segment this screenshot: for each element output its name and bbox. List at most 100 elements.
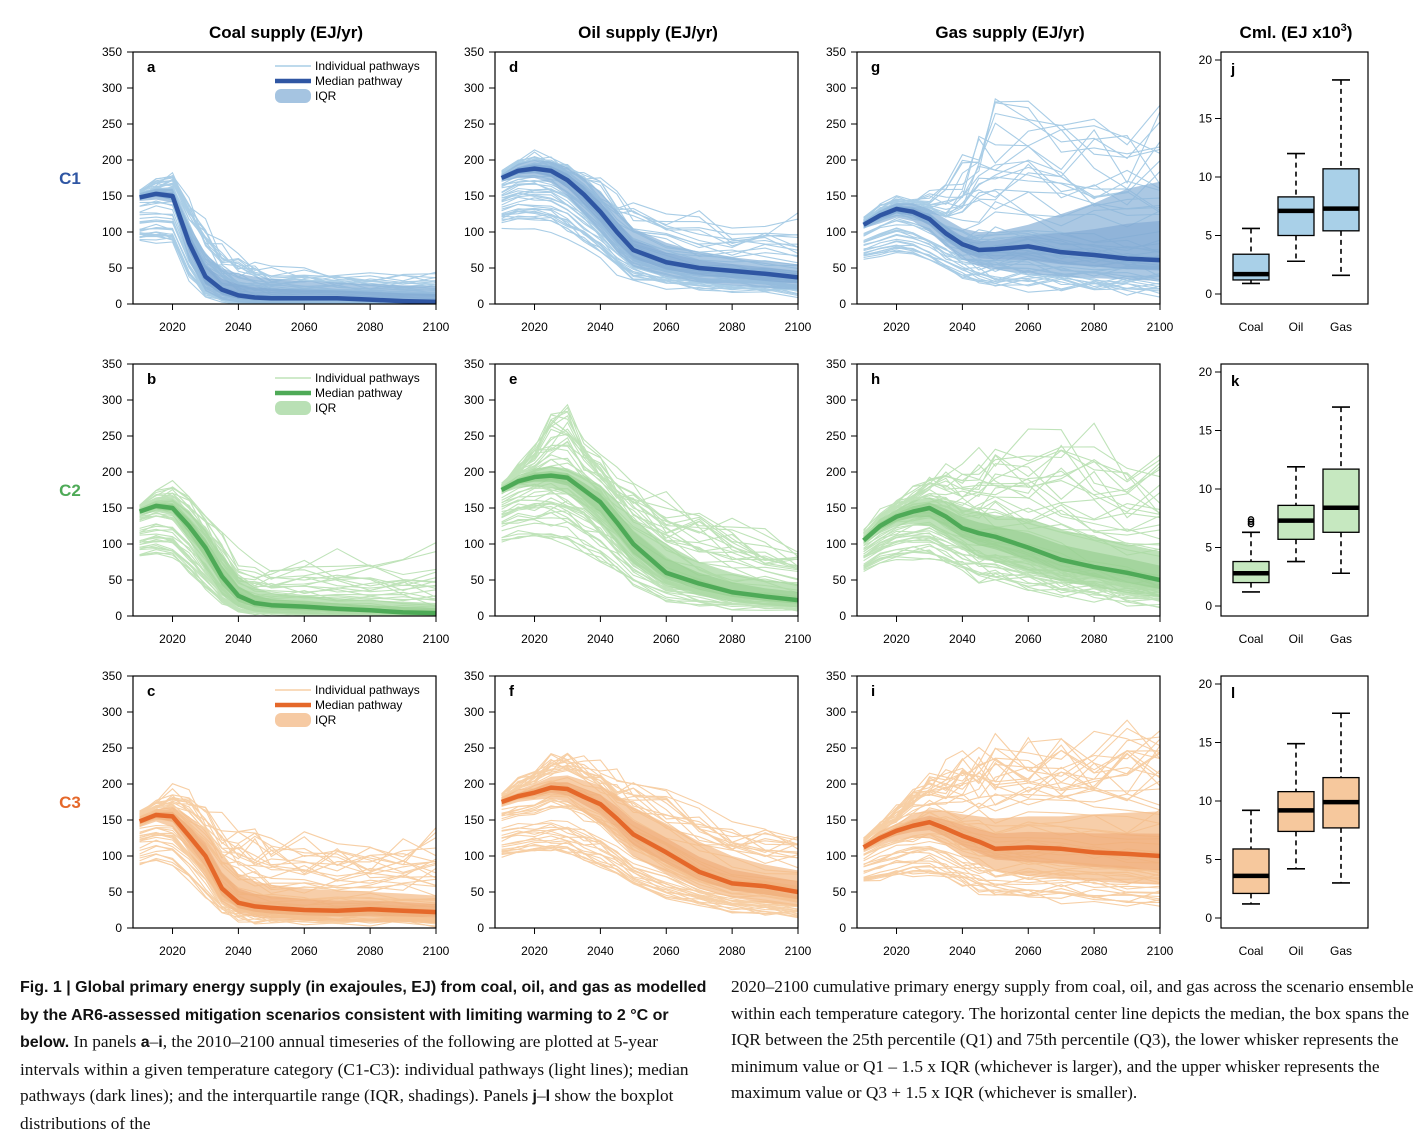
y-tick-label: 0 [1205, 287, 1212, 301]
x-tick-label: 2040 [225, 320, 252, 334]
y-tick-label: 200 [464, 465, 484, 479]
individual-pathway-line [863, 246, 1160, 295]
plot-area-i [862, 719, 1160, 907]
y-tick-label: 200 [102, 777, 122, 791]
individual-pathway-line [139, 859, 436, 927]
y-tick-label: 5 [1205, 541, 1212, 555]
x-tick-label: 2100 [785, 320, 812, 334]
median-pathway-line [500, 785, 798, 895]
panel-letter-a: a [147, 59, 156, 76]
y-tick-label: 250 [464, 117, 484, 131]
caption-ref-a: a [140, 1034, 150, 1051]
individual-pathway-line [501, 157, 798, 229]
individual-pathway-line [501, 752, 798, 850]
individual-pathway-line [501, 440, 798, 573]
panel-frame [856, 675, 1161, 929]
legend-median-label: Median pathway [315, 698, 402, 712]
iqr-inner-band [501, 782, 798, 900]
panel-letter-c: c [147, 683, 155, 700]
individual-pathway-line [863, 98, 1160, 223]
panel-l: 0 5 10 15 20 l Coal Oil Gas [1199, 675, 1369, 958]
x-tick-label: 2020 [883, 944, 910, 958]
y-tick-label: 15 [1199, 112, 1213, 126]
legend-individual-label: Individual pathways [315, 371, 420, 385]
row-label-c2: C2 [59, 481, 81, 500]
individual-pathway-line [501, 533, 798, 609]
individual-pathway-line [501, 766, 798, 846]
x-tick-label: 2100 [1147, 944, 1174, 958]
individual-pathway-line [139, 788, 436, 866]
individual-pathway-line [863, 854, 1160, 889]
y-tick-label: 100 [826, 849, 846, 863]
x-tick-label: 2100 [423, 944, 450, 958]
legend-iqr-swatch [275, 401, 311, 415]
box-outlier [1247, 518, 1255, 526]
y-tick-label: 100 [102, 537, 122, 551]
x-tick-label: 2060 [1015, 632, 1042, 646]
individual-pathway-line [139, 479, 436, 573]
individual-pathway-line [501, 156, 798, 248]
y-tick-label: 0 [115, 921, 122, 935]
box-category-label: Coal [1239, 632, 1264, 646]
y-tick-label: 200 [102, 465, 122, 479]
x-tick-label: 2080 [357, 944, 384, 958]
plot-area-a [139, 171, 436, 304]
x-tick-label: 2020 [159, 944, 186, 958]
individual-pathway-line [863, 244, 1160, 292]
individual-pathway-line [139, 801, 436, 879]
y-tick-label: 250 [464, 741, 484, 755]
individual-pathway-line [501, 227, 798, 299]
y-tick-label: 350 [102, 669, 122, 683]
caption-ref-i: i [158, 1034, 163, 1051]
x-tick-label: 2020 [883, 320, 910, 334]
x-tick-label: 2060 [291, 632, 318, 646]
panel-frame [1220, 675, 1369, 929]
panel-frame [1220, 51, 1369, 305]
x-tick-label: 2020 [159, 320, 186, 334]
panel-frame [494, 675, 799, 929]
y-tick-label: 15 [1199, 736, 1213, 750]
panel-c: 0 50 100 150 200 250 300 350 2020 2040 2060 2080 210… [102, 669, 450, 958]
column-title-oil: Oil supply (EJ/yr) [578, 23, 718, 42]
y-tick-label: 250 [826, 117, 846, 131]
legend-individual-label: Individual pathways [315, 59, 420, 73]
individual-pathway-line [863, 449, 1160, 535]
x-tick-label: 2100 [423, 632, 450, 646]
box-category-label: Coal [1239, 944, 1264, 958]
panel-g: 0 50 100 150 200 250 300 350 2020 2040 2060 2080 210… [826, 45, 1174, 334]
median-pathway-line [500, 473, 798, 603]
individual-pathway-line [501, 830, 798, 907]
y-tick-label: 300 [464, 705, 484, 719]
x-tick-label: 2060 [291, 320, 318, 334]
box-iqr [1322, 168, 1360, 232]
x-tick-label: 2020 [521, 632, 548, 646]
median-pathway-line [862, 206, 1160, 263]
y-tick-label: 150 [826, 813, 846, 827]
y-tick-label: 300 [102, 81, 122, 95]
y-tick-label: 150 [464, 189, 484, 203]
panel-i: 0 50 100 150 200 250 300 350 2020 2040 2060 2080 210… [826, 669, 1174, 958]
caption-text-3: , the 2010–2100 annual timeseries of the… [20, 1032, 689, 1105]
y-tick-label: 350 [826, 669, 846, 683]
y-tick-label: 0 [839, 609, 846, 623]
panel-letter-k: k [1231, 373, 1240, 390]
box-category-label: Oil [1289, 632, 1304, 646]
y-tick-label: 100 [826, 225, 846, 239]
individual-pathway-line [139, 492, 436, 579]
individual-pathway-line [139, 783, 436, 862]
y-tick-label: 10 [1199, 482, 1213, 496]
median-pathway-line [862, 505, 1160, 583]
y-tick-label: 350 [102, 45, 122, 59]
row-label-c1: C1 [59, 169, 81, 188]
y-tick-label: 300 [826, 393, 846, 407]
y-tick-label: 0 [477, 921, 484, 935]
individual-pathway-line [501, 517, 798, 610]
panel-e: 0 50 100 150 200 250 300 350 2020 2040 2060 2080 210… [464, 357, 812, 646]
legend-individual-label: Individual pathways [315, 683, 420, 697]
individual-pathway-line [501, 530, 798, 612]
individual-pathway-line [863, 727, 1160, 839]
x-tick-label: 2080 [719, 320, 746, 334]
legend-iqr-label: IQR [315, 713, 337, 727]
panel-frame [494, 363, 799, 617]
